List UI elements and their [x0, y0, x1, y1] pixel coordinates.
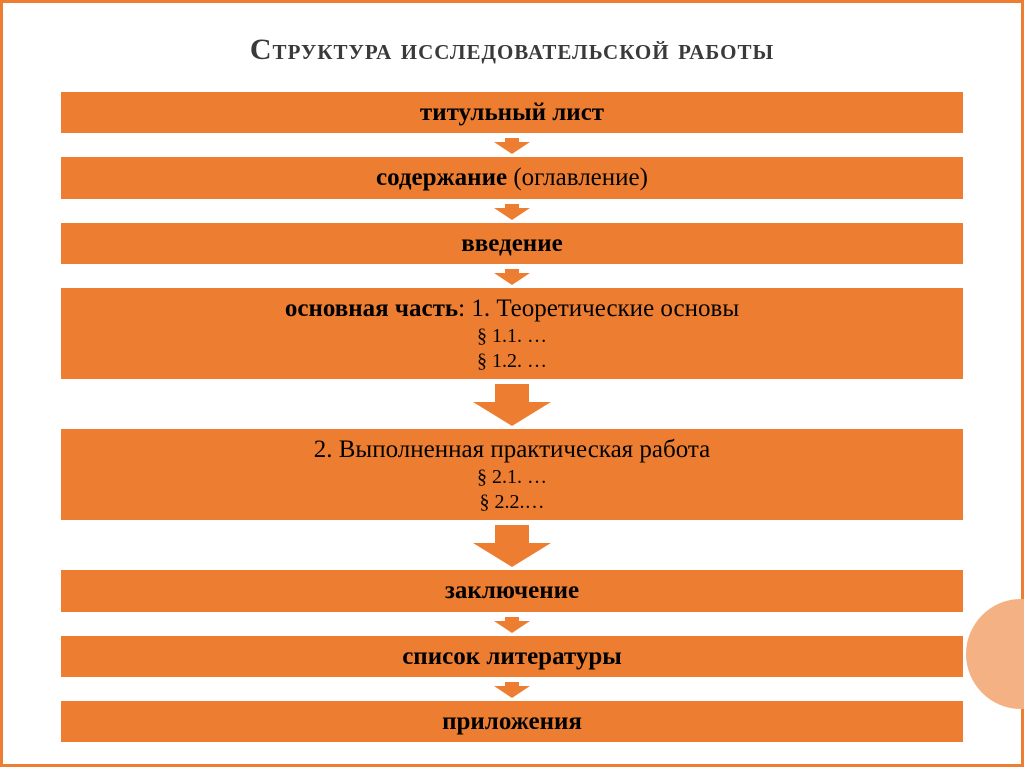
flow-box-line: § 1.1. …: [477, 324, 547, 349]
slide-title: Структура исследовательской работы: [58, 33, 966, 67]
flow-box-line: 2. Выполненная практическая работа: [314, 434, 710, 465]
flow-arrow: [494, 136, 530, 154]
flow-box: введение: [58, 220, 966, 267]
flow-box: титульный лист: [58, 89, 966, 136]
flow-arrow: [494, 267, 530, 285]
flow-box: содержание (оглавление): [58, 154, 966, 201]
flow-box-line: введение: [461, 228, 562, 259]
flow-box: основная часть: 1. Теоретические основы§…: [58, 285, 966, 382]
flow-box-line: список литературы: [402, 641, 622, 672]
flow-box-line: § 2.2.…: [480, 490, 545, 515]
flow-box-line: содержание (оглавление): [376, 162, 648, 193]
flow-box-line: приложения: [442, 706, 582, 737]
flow-box: 2. Выполненная практическая работа§ 2.1.…: [58, 426, 966, 523]
flow-box-line: титульный лист: [420, 97, 604, 128]
flowchart: титульный лист содержание (оглавление) вве…: [58, 89, 966, 745]
slide-frame: Структура исследовательской работы титул…: [0, 0, 1024, 767]
flow-box-line: § 2.1. …: [477, 465, 547, 490]
flow-box: заключение: [58, 567, 966, 614]
flow-box-line: основная часть: 1. Теоретические основы: [285, 293, 739, 324]
flow-box: список литературы: [58, 633, 966, 680]
flow-arrow: [473, 382, 551, 426]
flow-box-line: § 1.2. …: [477, 349, 547, 374]
flow-box-line: заключение: [445, 575, 579, 606]
flow-arrow: [473, 523, 551, 567]
flow-arrow: [494, 680, 530, 698]
flow-arrow: [494, 615, 530, 633]
corner-decoration: [966, 599, 1024, 709]
flow-arrow: [494, 202, 530, 220]
flow-box: приложения: [58, 698, 966, 745]
